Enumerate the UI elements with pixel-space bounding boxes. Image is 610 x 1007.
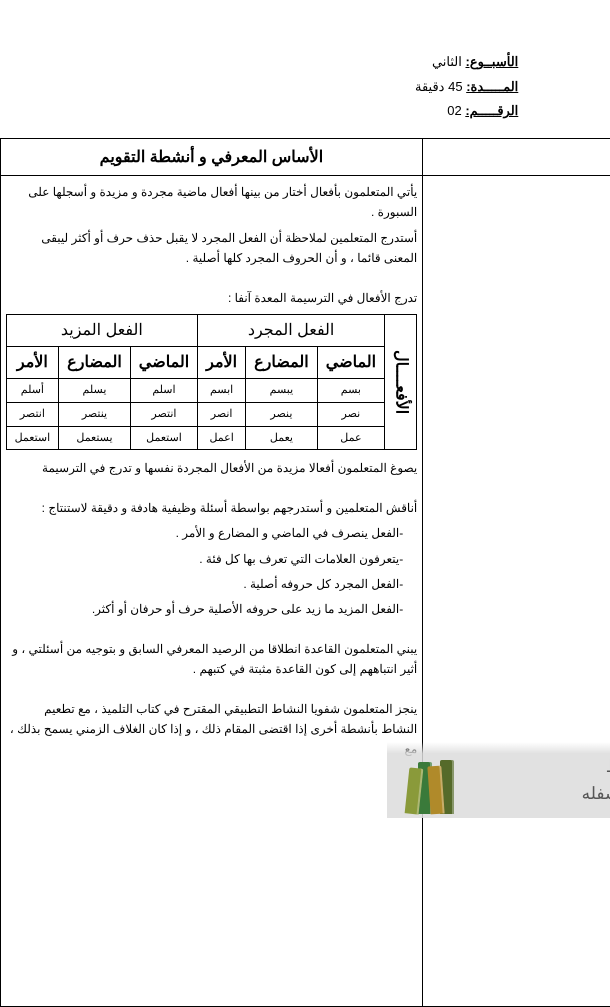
goals-cell: أن يعرف المتعلمون الفعل المجرد و الفعل ا…: [466, 176, 511, 1006]
week-label: الأسبــوع:: [79, 54, 132, 69]
step-rule: القاعدة: [517, 638, 576, 664]
session-label: الحــصـة :: [528, 103, 582, 118]
step-observation: ملاحظة الظاهرة: [517, 313, 576, 366]
content-p6: يبني المتعلمون القاعدة انطلاقا من الرصيد…: [0, 639, 30, 680]
books-icon-right: [534, 754, 590, 814]
header-info: المكـــون : الصــرف و التحويل الموضوع : …: [28, 50, 582, 124]
week-value: الثاني: [45, 54, 75, 69]
subject-label: الموضوع :: [527, 79, 582, 94]
steps-cell: عرض الأمثلة ملاحظة الظاهرة دراسة الظاهرة…: [512, 176, 582, 1007]
document-page: بسم الله الرحمن الرحيم المكـــون : الصــ…: [0, 0, 610, 1007]
goal-2: أن يحول المتعلمون الأفعال اللازمة و المج…: [470, 186, 489, 996]
content-p5d: -الفعل المزيد ما زيد على حروفه الأصلية ح…: [0, 599, 30, 619]
body-row: عرض الأمثلة ملاحظة الظاهرة دراسة الظاهرة…: [0, 176, 582, 1007]
verb-conjugation-table: الأفعــــال الفعل المجرد الفعل المزيد ال…: [0, 314, 30, 450]
subject-value: الفعل المجرد و المزيد: [407, 79, 524, 94]
col-header-goals: الأهــداف: [36, 139, 512, 176]
goal-1: أن يعرف المتعلمون الفعل المجرد و الفعل ا…: [489, 186, 508, 996]
duration-label: المـــــدة:: [79, 79, 131, 94]
verb-rot-label: الأفعــــال: [0, 315, 30, 450]
header-row: الخطوات الأهــداف الأساس المعرفي و أنشطة…: [0, 139, 582, 176]
subject-row: الموضوع : الفعل المجرد و المزيد: [407, 75, 582, 100]
content-p7: ينجز المتعلمون شفويا النشاط التطبيقي الم…: [0, 699, 30, 760]
bismillah-heading: بسم الله الرحمن الرحيم: [28, 18, 582, 38]
content-p2: أستدرج المتعلمين لملاحظة أن الفعل المجرد…: [0, 228, 30, 269]
session-row: الحــصـة : الأولـــــــــــى: [407, 99, 582, 124]
duration-value: 45 دقيقة: [28, 79, 76, 94]
content-p5b: -يتعرفون العلامات التي تعرف بها كل فئة .: [0, 549, 30, 569]
content-p5: أناقش المتعلمين و أستدرجهم بواسطة أسئلة …: [0, 498, 30, 518]
component-value: الصــرف و التحويل: [420, 54, 521, 69]
component-label: المكـــون :: [524, 54, 582, 69]
content-p1: يأتي المتعلمون بأفعال أختار من بينها أفع…: [0, 182, 30, 223]
duration-row: المـــــدة: 45 دقيقة: [28, 75, 131, 100]
header-right-column: المكـــون : الصــرف و التحويل الموضوع : …: [407, 50, 582, 124]
number-value: 02: [60, 103, 74, 118]
number-label: الرقـــــم:: [78, 103, 131, 118]
week-row: الأسبــوع: الثاني: [28, 50, 131, 75]
content-p5c: -الفعل المجرد كل حروفه أصلية .: [0, 574, 30, 594]
goals-cell-wrapper: أن يعرف المتعلمون الفعل المجرد و الفعل ا…: [36, 176, 512, 1007]
content-p5a: -الفعل ينصرف في الماضي و المضارع و الأمر…: [0, 523, 30, 543]
col-header-steps: الخطوات: [512, 139, 582, 176]
verb-group-row: الأفعــــال الفعل المجرد الفعل المزيد: [0, 315, 30, 347]
session-value: الأولـــــــــــى: [451, 103, 525, 118]
content-cell: يأتي المتعلمون بأفعال أختار من بينها أفع…: [0, 176, 36, 1007]
component-row: المكـــون : الصــرف و التحويل: [407, 50, 582, 75]
col-header-content: الأساس المعرفي و أنشطة التقويم: [0, 139, 36, 176]
content-p3: تدرج الأفعال في الترسيمة المعدة آنفا :: [0, 288, 30, 308]
content-p4: يصوغ المتعلمون أفعالا مزيدة من الأفعال ا…: [0, 458, 30, 478]
step-examples: عرض الأمثلة: [517, 182, 576, 235]
books-icon-left: [20, 754, 76, 814]
number-row: الرقـــــم: 02: [28, 99, 131, 124]
step-study: دراسة الظاهرة: [517, 496, 576, 549]
header-left-column: الأسبــوع: الثاني المـــــدة: 45 دقيقة ا…: [28, 50, 131, 124]
lesson-plan-table: الخطوات الأهــداف الأساس المعرفي و أنشطة…: [0, 138, 582, 1007]
